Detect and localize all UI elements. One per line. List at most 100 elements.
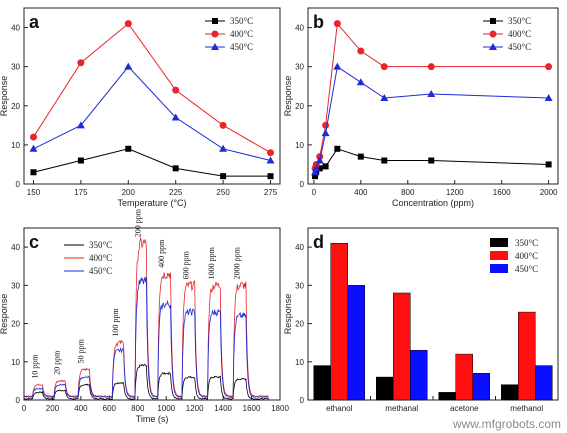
bar — [518, 311, 536, 401]
data-point-circle — [172, 86, 180, 94]
y-tick-label: 10 — [11, 358, 20, 367]
panel-a: 0 10 20 30 40 Response Temperature (°C) a 150 175… — [0, 7, 281, 208]
legend-label: 350°C — [515, 238, 538, 248]
legend-swatch — [490, 251, 508, 260]
x-tick-label: 0 — [22, 404, 27, 413]
y-tick-label: 0 — [300, 180, 305, 189]
plot-frame — [23, 7, 281, 185]
legend-label: 400°C — [89, 253, 112, 263]
series-line — [33, 65, 271, 162]
data-point-circle — [124, 20, 132, 28]
x-axis-label: Temperature (°C) — [117, 198, 186, 208]
legend-label: 350°C — [508, 16, 531, 26]
y-axis-label: Response — [0, 76, 9, 117]
data-point-square — [125, 145, 132, 152]
y-tick-label: 30 — [295, 281, 304, 290]
data-point-triangle — [76, 121, 85, 129]
bar — [347, 285, 365, 401]
x-tick-label: 1600 — [243, 404, 261, 413]
x-tick-label: 275 — [264, 188, 278, 197]
data-point-square — [357, 153, 364, 160]
x-tick-label: 800 — [131, 404, 145, 413]
x-tick-label: 800 — [401, 188, 415, 197]
data-point-circle — [427, 63, 435, 71]
bar — [410, 350, 428, 401]
data-point-triangle — [333, 62, 342, 70]
x-tick-label: 600 — [103, 404, 117, 413]
series-line — [33, 22, 271, 154]
y-tick-label: 30 — [11, 63, 20, 72]
panel-letter: a — [29, 12, 40, 32]
panel-letter: d — [313, 232, 324, 252]
series-trace — [23, 363, 269, 401]
y-tick-label: 0 — [300, 396, 305, 405]
bar — [501, 384, 519, 401]
y-tick-label: 0 — [16, 396, 21, 405]
panel-letter: b — [313, 12, 324, 32]
plot-frame — [307, 7, 559, 185]
x-tick-label: 250 — [216, 188, 230, 197]
x-tick-label: 1400 — [214, 404, 232, 413]
x-tick-label: 1800 — [271, 404, 289, 413]
panel-b: 0 10 20 30 40 Response Concentration (ppm) b 0 40… — [283, 7, 559, 208]
bar — [313, 365, 331, 401]
annotation-label: 100 ppm — [111, 308, 120, 337]
bar — [438, 392, 456, 401]
plot-frame — [23, 227, 281, 401]
legend-label: 450°C — [508, 42, 531, 52]
data-point-triangle — [544, 93, 553, 101]
data-point-circle — [219, 121, 227, 129]
legend-label: 400°C — [515, 251, 538, 261]
x-tick-label: 400 — [74, 404, 88, 413]
data-point-square — [322, 163, 329, 170]
x-tick-label: 400 — [354, 188, 368, 197]
y-tick-label: 20 — [295, 102, 304, 111]
data-point-square — [220, 173, 227, 180]
legend-label: 450°C — [89, 266, 112, 276]
data-point-square — [428, 157, 435, 164]
annotation-label: 200 ppm — [134, 208, 143, 237]
data-point-triangle — [211, 43, 219, 50]
legend-label: 350°C — [230, 16, 253, 26]
y-tick-label: 30 — [11, 281, 20, 290]
data-point-triangle — [380, 93, 389, 101]
bar — [472, 372, 490, 401]
data-point-circle — [545, 63, 553, 71]
data-point-square — [334, 145, 341, 152]
x-tick-label: 1200 — [186, 404, 204, 413]
data-point-circle — [322, 121, 330, 129]
data-point-square — [30, 169, 37, 176]
x-axis-label: Time (s) — [136, 414, 169, 424]
y-tick-label: 20 — [295, 320, 304, 329]
data-point-triangle — [171, 113, 180, 121]
y-tick-label: 10 — [295, 358, 304, 367]
annotation-label: 10 ppm — [31, 354, 40, 379]
x-tick-label: 1600 — [493, 188, 511, 197]
y-tick-label: 20 — [11, 320, 20, 329]
data-point-triangle — [321, 129, 330, 137]
series-line — [33, 148, 271, 177]
annotation-label: 2000 ppm — [232, 246, 241, 279]
data-point-square — [316, 165, 323, 172]
bar — [376, 376, 394, 401]
legend-swatch — [490, 238, 508, 247]
annotation-label: 1000 ppm — [207, 246, 216, 279]
category-label: methanol — [510, 404, 543, 413]
bar — [455, 353, 473, 401]
annotation-label: 50 ppm — [77, 338, 86, 363]
x-tick-label: 2000 — [540, 188, 558, 197]
series-trace — [23, 276, 269, 399]
annotation-label: 400 ppm — [157, 239, 166, 268]
bar — [330, 243, 348, 401]
x-tick-label: 200 — [122, 188, 136, 197]
x-tick-label: 225 — [169, 188, 183, 197]
data-point-square — [172, 165, 179, 172]
data-point-triangle — [427, 90, 436, 98]
legend-label: 450°C — [515, 264, 538, 274]
y-tick-label: 10 — [295, 141, 304, 150]
legend-label: 400°C — [508, 29, 531, 39]
data-point-triangle — [489, 43, 497, 50]
data-point-triangle — [29, 144, 38, 152]
data-point-triangle — [315, 156, 324, 164]
bar — [535, 365, 553, 401]
